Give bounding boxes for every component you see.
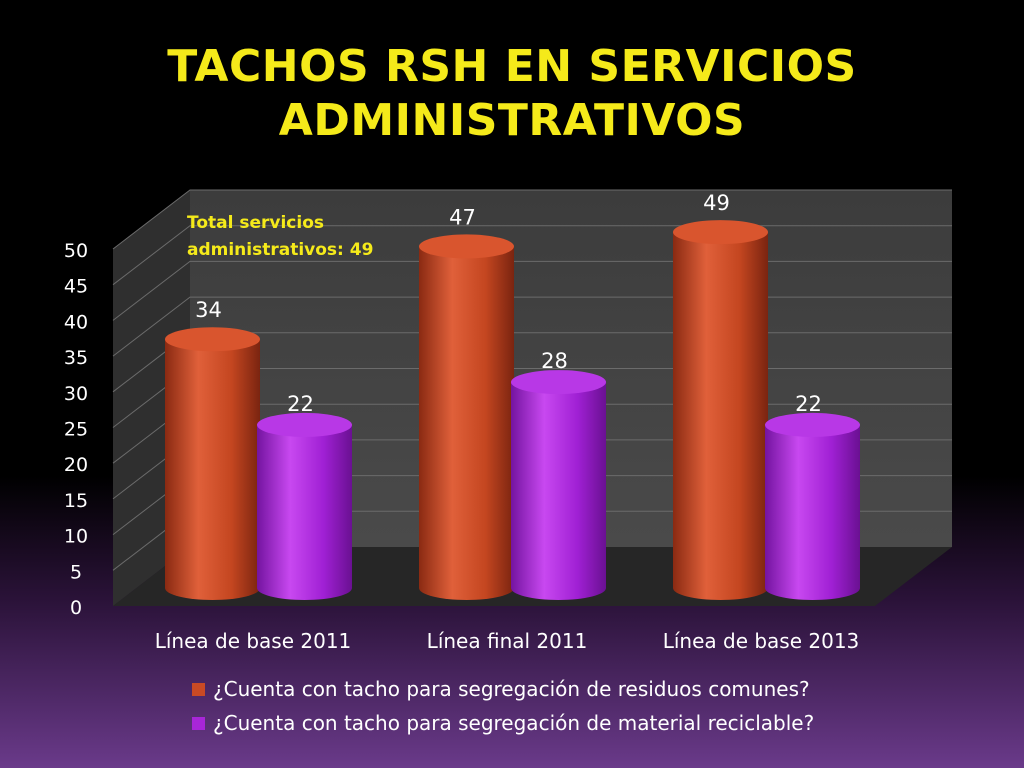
y-axis-ticks: 0 5 10 15 20 25 30 35 40 45 50 xyxy=(64,240,88,619)
data-label-series-2-3: 22 xyxy=(795,392,822,416)
bar-series-1-2 xyxy=(419,234,514,601)
chart-legend: ¿Cuenta con tacho para segregación de re… xyxy=(192,672,814,740)
y-tick-label: 25 xyxy=(64,419,88,441)
y-tick-label: 10 xyxy=(64,526,88,548)
bar-body xyxy=(511,382,606,600)
annotation-line-2: administrativos: 49 xyxy=(187,240,374,260)
title-line-1: TACHOS RSH EN SERVICIOS xyxy=(167,41,857,92)
y-tick-label: 0 xyxy=(70,597,82,619)
data-label-series-1-2: 47 xyxy=(449,205,476,229)
x-tick-label-2: Línea final 2011 xyxy=(427,629,588,653)
y-tick-label: 30 xyxy=(64,383,88,405)
x-tick-label-3: Línea de base 2013 xyxy=(663,629,860,653)
bar-series-1-1 xyxy=(165,327,260,600)
bar-body xyxy=(257,424,352,600)
bar-top xyxy=(673,220,768,245)
bar-top xyxy=(165,327,260,352)
data-label-series-1-1: 34 xyxy=(195,298,222,322)
slide-title: TACHOS RSH EN SERVICIOS ADMINISTRATIVOS xyxy=(0,40,1024,148)
data-label-series-2-2: 28 xyxy=(541,349,568,373)
bar-top xyxy=(257,412,352,437)
title-line-2: ADMINISTRATIVOS xyxy=(278,95,746,146)
chart-bars xyxy=(165,220,861,601)
data-label-series-1-3: 49 xyxy=(703,191,730,215)
bar-body xyxy=(419,246,514,601)
legend-item-series-2: ¿Cuenta con tacho para segregación de ma… xyxy=(192,706,814,740)
bar-body xyxy=(673,232,768,600)
data-label-series-2-1: 22 xyxy=(287,392,314,416)
bar-series-2-2 xyxy=(511,370,606,600)
legend-item-series-1: ¿Cuenta con tacho para segregación de re… xyxy=(192,672,814,706)
y-tick-label: 20 xyxy=(64,454,88,476)
bar-series-2-1 xyxy=(257,412,352,600)
bar-body xyxy=(165,339,260,600)
x-tick-label-1: Línea de base 2011 xyxy=(155,629,352,653)
y-tick-label: 15 xyxy=(64,490,88,512)
y-tick-label: 35 xyxy=(64,347,88,369)
chart-annotation: Total servicios administrativos: 49 xyxy=(187,210,373,264)
bar-series-2-3 xyxy=(765,412,861,600)
bar-top xyxy=(419,234,514,259)
y-tick-label: 45 xyxy=(64,276,88,298)
y-tick-label: 40 xyxy=(64,311,88,333)
y-tick-label: 5 xyxy=(70,561,82,583)
bar-series-1-3 xyxy=(673,220,768,600)
data-labels: 34 22 47 28 49 22 xyxy=(195,191,822,416)
y-tick-label: 50 xyxy=(64,240,88,262)
legend-label-series-1: ¿Cuenta con tacho para segregación de re… xyxy=(213,677,810,701)
annotation-line-1: Total servicios xyxy=(187,213,325,233)
bar-top xyxy=(511,370,606,395)
x-axis-ticks: Línea de base 2011 Línea final 2011 Línea … xyxy=(155,629,860,653)
gridline xyxy=(112,189,952,250)
legend-swatch-series-2 xyxy=(192,716,205,730)
bar-top xyxy=(765,412,860,437)
legend-label-series-2: ¿Cuenta con tacho para segregación de ma… xyxy=(213,711,815,735)
legend-swatch-series-1 xyxy=(192,682,205,696)
bar-body xyxy=(765,424,861,600)
